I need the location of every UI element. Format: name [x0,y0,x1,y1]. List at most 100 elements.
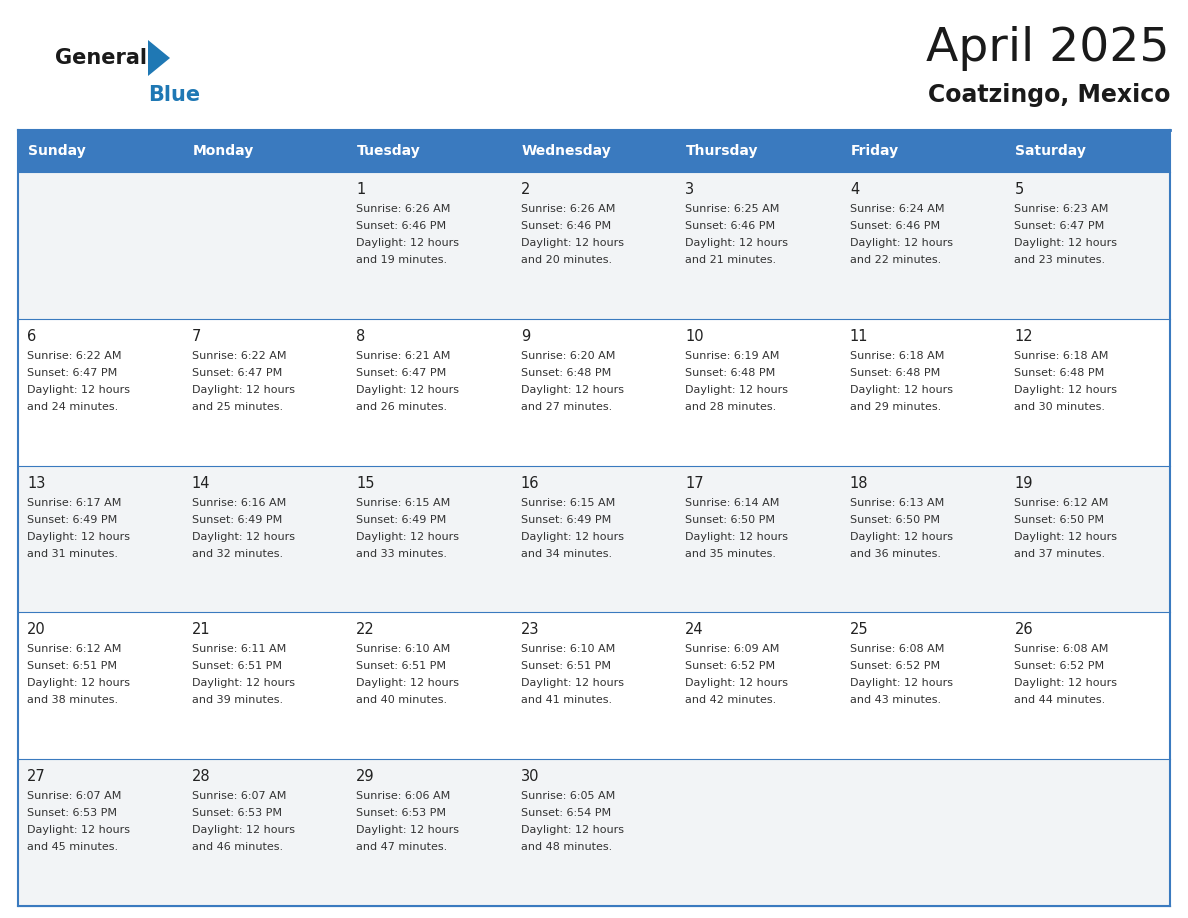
Text: Daylight: 12 hours: Daylight: 12 hours [356,532,459,542]
Text: Sunrise: 6:07 AM: Sunrise: 6:07 AM [27,791,121,801]
Text: Sunrise: 6:12 AM: Sunrise: 6:12 AM [1015,498,1108,508]
Text: and 22 minutes.: and 22 minutes. [849,255,941,265]
Text: and 47 minutes.: and 47 minutes. [356,842,448,852]
Text: Sunset: 6:51 PM: Sunset: 6:51 PM [27,661,116,671]
Text: and 27 minutes.: and 27 minutes. [520,402,612,412]
Text: and 45 minutes.: and 45 minutes. [27,842,118,852]
Text: Sunrise: 6:17 AM: Sunrise: 6:17 AM [27,498,121,508]
Text: 13: 13 [27,476,45,490]
Bar [841,465,1005,612]
Text: 3: 3 [685,182,695,197]
Text: Sunday: Sunday [29,144,86,158]
Text: Daylight: 12 hours: Daylight: 12 hours [1015,385,1118,395]
Text: Tuesday: Tuesday [358,144,421,158]
Bar [512,612,676,759]
Bar [183,465,347,612]
Text: Sunset: 6:50 PM: Sunset: 6:50 PM [685,515,776,524]
Text: 12: 12 [1015,329,1034,344]
Bar [1005,319,1170,465]
Text: Sunset: 6:48 PM: Sunset: 6:48 PM [1015,368,1105,378]
Text: and 36 minutes.: and 36 minutes. [849,549,941,558]
Text: Friday: Friday [851,144,899,158]
Text: Sunrise: 6:23 AM: Sunrise: 6:23 AM [1015,204,1108,214]
Text: Sunset: 6:48 PM: Sunset: 6:48 PM [685,368,776,378]
Bar [347,172,512,319]
Text: Sunset: 6:46 PM: Sunset: 6:46 PM [685,221,776,231]
Text: Daylight: 12 hours: Daylight: 12 hours [849,678,953,688]
Text: Daylight: 12 hours: Daylight: 12 hours [27,678,129,688]
Text: Sunrise: 6:15 AM: Sunrise: 6:15 AM [520,498,615,508]
Text: and 39 minutes.: and 39 minutes. [191,696,283,705]
Text: Sunrise: 6:26 AM: Sunrise: 6:26 AM [356,204,450,214]
Text: Monday: Monday [192,144,254,158]
Text: Sunset: 6:50 PM: Sunset: 6:50 PM [849,515,940,524]
Bar [676,612,841,759]
Bar [183,319,347,465]
Text: Sunrise: 6:05 AM: Sunrise: 6:05 AM [520,791,615,801]
Text: and 35 minutes.: and 35 minutes. [685,549,776,558]
Text: Sunset: 6:50 PM: Sunset: 6:50 PM [1015,515,1105,524]
Text: and 33 minutes.: and 33 minutes. [356,549,447,558]
Text: Sunset: 6:53 PM: Sunset: 6:53 PM [27,808,116,818]
Text: and 43 minutes.: and 43 minutes. [849,696,941,705]
Text: General: General [55,48,147,68]
Text: Sunrise: 6:21 AM: Sunrise: 6:21 AM [356,351,450,361]
Text: Sunrise: 6:18 AM: Sunrise: 6:18 AM [1015,351,1108,361]
Text: Daylight: 12 hours: Daylight: 12 hours [191,532,295,542]
Text: 14: 14 [191,476,210,490]
Text: and 41 minutes.: and 41 minutes. [520,696,612,705]
Text: and 32 minutes.: and 32 minutes. [191,549,283,558]
Text: Daylight: 12 hours: Daylight: 12 hours [520,825,624,835]
Bar [512,319,676,465]
Text: Sunset: 6:47 PM: Sunset: 6:47 PM [356,368,447,378]
Text: Daylight: 12 hours: Daylight: 12 hours [191,825,295,835]
Text: and 48 minutes.: and 48 minutes. [520,842,612,852]
Text: Sunset: 6:47 PM: Sunset: 6:47 PM [191,368,282,378]
Text: 21: 21 [191,622,210,637]
Text: Sunset: 6:46 PM: Sunset: 6:46 PM [356,221,447,231]
Text: Sunrise: 6:22 AM: Sunrise: 6:22 AM [191,351,286,361]
Text: Sunrise: 6:09 AM: Sunrise: 6:09 AM [685,644,779,655]
Text: Daylight: 12 hours: Daylight: 12 hours [27,385,129,395]
Bar [1005,612,1170,759]
Text: Daylight: 12 hours: Daylight: 12 hours [356,238,459,248]
Bar [347,319,512,465]
Bar [676,465,841,612]
Bar [512,172,676,319]
Text: Sunrise: 6:10 AM: Sunrise: 6:10 AM [520,644,615,655]
Text: Daylight: 12 hours: Daylight: 12 hours [191,385,295,395]
Polygon shape [148,40,170,76]
Bar [676,319,841,465]
Text: 9: 9 [520,329,530,344]
Text: Sunrise: 6:19 AM: Sunrise: 6:19 AM [685,351,779,361]
Text: 18: 18 [849,476,868,490]
Text: Sunrise: 6:14 AM: Sunrise: 6:14 AM [685,498,779,508]
Text: Sunset: 6:48 PM: Sunset: 6:48 PM [849,368,940,378]
Text: 22: 22 [356,622,375,637]
Bar [18,172,183,319]
Text: Daylight: 12 hours: Daylight: 12 hours [520,238,624,248]
Text: Sunset: 6:49 PM: Sunset: 6:49 PM [520,515,611,524]
Text: and 46 minutes.: and 46 minutes. [191,842,283,852]
Bar [841,172,1005,319]
Text: and 25 minutes.: and 25 minutes. [191,402,283,412]
Text: and 26 minutes.: and 26 minutes. [356,402,447,412]
Bar [18,319,183,465]
Bar [183,172,347,319]
Bar [347,130,512,172]
Text: 7: 7 [191,329,201,344]
Text: Saturday: Saturday [1016,144,1086,158]
Text: Wednesday: Wednesday [522,144,612,158]
Bar [183,759,347,906]
Text: and 44 minutes.: and 44 minutes. [1015,696,1106,705]
Text: Sunrise: 6:11 AM: Sunrise: 6:11 AM [191,644,286,655]
Text: Thursday: Thursday [687,144,759,158]
Text: Sunrise: 6:15 AM: Sunrise: 6:15 AM [356,498,450,508]
Text: Sunset: 6:48 PM: Sunset: 6:48 PM [520,368,611,378]
Text: Sunrise: 6:16 AM: Sunrise: 6:16 AM [191,498,286,508]
Bar [183,130,347,172]
Text: 11: 11 [849,329,868,344]
Text: Daylight: 12 hours: Daylight: 12 hours [1015,678,1118,688]
Text: 20: 20 [27,622,46,637]
Text: Sunset: 6:52 PM: Sunset: 6:52 PM [685,661,776,671]
